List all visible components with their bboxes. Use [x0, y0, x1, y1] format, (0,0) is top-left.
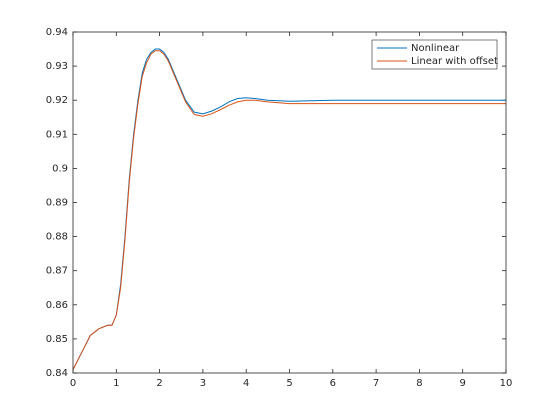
x-tick-label: 3	[200, 378, 206, 389]
legend-label: Nonlinear	[411, 43, 460, 54]
x-tick-label: 6	[330, 378, 336, 389]
x-tick-label: 5	[286, 378, 292, 389]
x-tick-label: 10	[500, 378, 513, 389]
x-tick-label: 7	[373, 378, 379, 389]
x-tick-label: 2	[156, 378, 162, 389]
x-tick-label: 9	[460, 378, 466, 389]
axes-box	[72, 31, 507, 374]
y-tick-label: 0.91	[46, 129, 68, 140]
x-tick-label: 4	[243, 378, 249, 389]
x-tick-label: 1	[113, 378, 119, 389]
y-tick-label: 0.84	[46, 368, 68, 379]
y-tick-label: 0.89	[46, 198, 68, 209]
x-tick-label: 0	[70, 378, 76, 389]
data-line	[72, 50, 506, 370]
y-tick-label: 0.85	[46, 334, 68, 345]
plot-area	[73, 32, 506, 373]
x-tick-label: 8	[416, 378, 422, 389]
y-tick-label: 0.9	[52, 163, 68, 174]
y-tick-label: 0.88	[46, 232, 68, 243]
y-tick-label: 0.86	[46, 300, 68, 311]
y-tick-label: 0.92	[46, 95, 68, 106]
y-tick-label: 0.94	[46, 27, 68, 38]
y-tick-label: 0.93	[46, 61, 68, 72]
legend-box	[371, 39, 498, 70]
y-tick-label: 0.87	[46, 266, 68, 277]
legend-label: Linear with offset	[411, 56, 498, 67]
